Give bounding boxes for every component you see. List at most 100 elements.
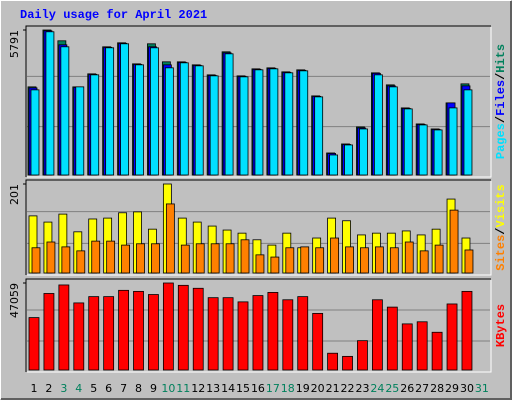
legend: Sites/Visits (494, 184, 508, 270)
bar (418, 124, 428, 176)
bar (300, 246, 310, 274)
bar (91, 240, 101, 274)
x-tick-label: 29 (445, 382, 459, 395)
x-tick-label: 4 (75, 382, 82, 395)
bar (389, 247, 399, 274)
bar (46, 241, 56, 274)
bar (222, 297, 234, 371)
bar (76, 250, 86, 274)
bar (359, 128, 368, 176)
bar (165, 203, 175, 274)
bar (282, 299, 294, 371)
legend-entry: Sites (494, 235, 508, 271)
x-tick-label: 21 (326, 382, 340, 395)
panel-edge-light (27, 27, 492, 178)
bar (180, 244, 190, 274)
bar (164, 67, 174, 176)
bar (192, 287, 204, 371)
legend-entry: Pages (494, 123, 508, 159)
bar (252, 295, 264, 371)
legend-entry: Hits (494, 44, 508, 73)
x-tick-label: 14 (221, 382, 235, 395)
x-tick-label: 31 (475, 382, 489, 395)
bar (329, 154, 339, 176)
x-tick-label: 18 (281, 382, 295, 395)
bar (179, 62, 189, 176)
bar (388, 86, 398, 176)
bar (434, 244, 444, 274)
x-tick-label: 26 (400, 382, 414, 395)
x-tick-label: 30 (460, 382, 474, 395)
x-tick-label: 11 (176, 382, 190, 395)
bar (73, 302, 85, 371)
bar (31, 247, 41, 274)
bar (28, 317, 40, 371)
y-tick-label: 201 (8, 184, 21, 205)
bar (297, 296, 309, 371)
bar (464, 249, 474, 274)
bar (207, 297, 219, 371)
bar (449, 209, 459, 274)
bar (225, 243, 235, 274)
bar (90, 74, 100, 176)
bar (120, 43, 129, 176)
bar (342, 355, 353, 371)
bar (345, 246, 354, 274)
bar (254, 69, 264, 176)
bar (448, 107, 458, 176)
bar (386, 306, 398, 371)
bar (177, 284, 189, 371)
bar (374, 246, 384, 274)
bar (371, 299, 383, 371)
bar (60, 46, 70, 176)
panel-edge-dark (25, 179, 491, 275)
x-tick-label: 10 (161, 382, 175, 395)
bar (151, 243, 160, 274)
bar (403, 108, 413, 176)
bar (239, 76, 249, 176)
bar (75, 86, 85, 176)
bar (344, 144, 353, 176)
bar (195, 243, 205, 274)
bar (404, 241, 414, 274)
bar (133, 290, 144, 371)
bar (162, 282, 174, 371)
x-tick-label: 6 (105, 382, 112, 395)
bar (327, 352, 339, 371)
bar (284, 72, 294, 176)
bar (136, 243, 145, 274)
bar (224, 53, 234, 176)
bar (240, 239, 250, 274)
x-tick-label: 19 (296, 382, 310, 395)
bar (299, 70, 309, 176)
bar (285, 247, 295, 274)
panel-edge-light (27, 280, 492, 373)
bar (461, 290, 473, 371)
bar (209, 75, 219, 176)
x-tick-label: 28 (430, 382, 444, 395)
bar (58, 284, 70, 371)
bar (373, 74, 383, 176)
bar (106, 240, 116, 274)
bar (255, 254, 265, 274)
bar (88, 296, 100, 371)
x-tick-label: 7 (120, 382, 127, 395)
panel-edge-light (27, 181, 492, 276)
bar (431, 331, 443, 371)
panel-edge-dark (25, 25, 491, 177)
bar (315, 247, 325, 274)
bar (150, 47, 159, 176)
bar (61, 246, 71, 274)
bar (135, 64, 144, 176)
y-tick-label: 5791 (8, 30, 21, 58)
x-tick-label: 9 (150, 382, 157, 395)
legend: Pages/Files/Hits (494, 44, 508, 159)
bar (446, 303, 458, 371)
x-tick-label: 25 (385, 382, 399, 395)
bar (118, 289, 129, 371)
bar (269, 68, 279, 176)
x-tick-label: 20 (311, 382, 325, 395)
bar (270, 256, 280, 274)
bar (401, 323, 413, 371)
